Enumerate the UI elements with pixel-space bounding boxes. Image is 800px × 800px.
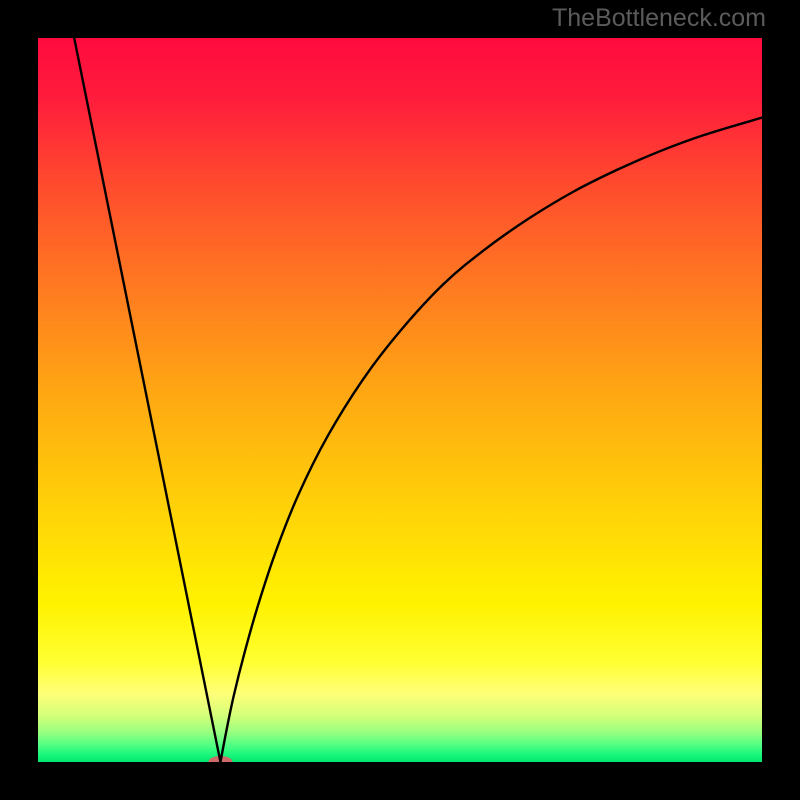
bottleneck-chart <box>0 0 800 800</box>
watermark-text: TheBottleneck.com <box>552 4 766 33</box>
chart-stage: TheBottleneck.com <box>0 0 800 800</box>
